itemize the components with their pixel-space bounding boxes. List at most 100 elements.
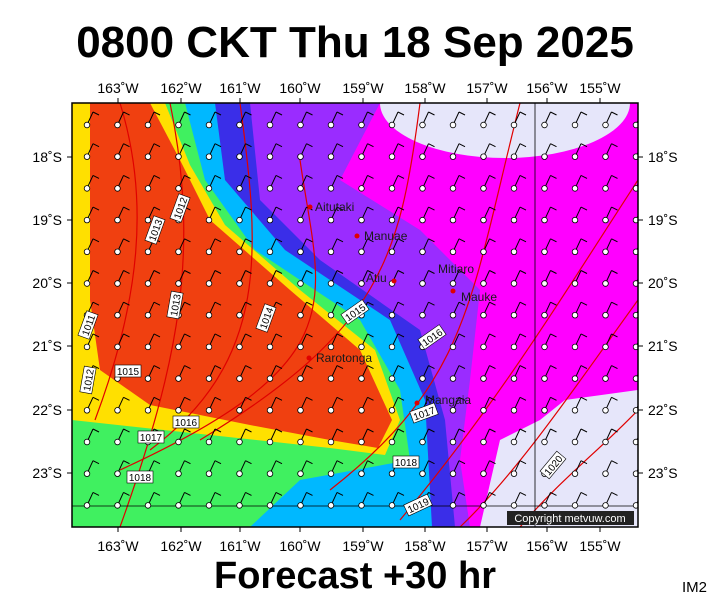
lon-label: 160˚W — [279, 538, 321, 554]
wind-barb — [367, 396, 374, 401]
isobar-label: 1018 — [126, 470, 154, 484]
wind-barb — [458, 428, 466, 433]
wind-station — [541, 216, 548, 224]
wind-barb — [367, 301, 374, 306]
wind-barb — [489, 270, 496, 274]
wind-barb — [611, 365, 618, 370]
lon-label: 158˚W — [404, 538, 446, 554]
wind-barb — [245, 460, 252, 465]
wind-station — [327, 248, 335, 255]
isobar-label-text: 1016 — [175, 418, 198, 429]
wind-barb — [458, 143, 466, 148]
wind-station — [449, 407, 457, 414]
wind-station — [144, 248, 152, 255]
wind-station — [419, 280, 426, 287]
wind-barb — [642, 239, 648, 242]
wind-station — [358, 153, 365, 160]
wind-station — [358, 470, 365, 477]
wind-barb — [580, 301, 588, 306]
wind-station — [449, 121, 457, 129]
wind-station — [541, 153, 548, 160]
wind-station — [144, 216, 152, 224]
wind-barb — [123, 143, 130, 148]
wind-barb — [519, 301, 527, 306]
wind-station — [480, 280, 487, 287]
wind-station — [114, 185, 121, 192]
wind-station — [510, 248, 518, 255]
lat-label: 21˚S — [648, 338, 678, 354]
wind-station — [236, 153, 243, 160]
wind-barb — [397, 111, 405, 116]
isobar-label-box — [409, 402, 439, 424]
wind-station — [297, 343, 304, 351]
wind-barb — [458, 491, 466, 496]
wind-station — [297, 502, 304, 509]
wind-station — [541, 312, 548, 319]
wind-station — [449, 216, 457, 224]
wind-barb — [580, 428, 588, 433]
wind-station — [571, 153, 579, 160]
wind-barb — [184, 365, 191, 370]
wind-station — [297, 153, 304, 160]
wind-station — [449, 248, 457, 255]
wind-barb — [367, 428, 374, 433]
wind-station — [571, 121, 579, 129]
wind-barb — [92, 365, 100, 370]
wind-station — [266, 248, 274, 255]
wind-station — [83, 470, 91, 477]
wind-barb — [92, 238, 100, 243]
wind-station — [419, 248, 426, 255]
wind-barb — [611, 174, 618, 179]
wind-barb — [153, 270, 161, 274]
wind-station — [175, 121, 182, 129]
wind-station — [419, 312, 426, 319]
wind-barb — [611, 428, 618, 433]
field — [72, 103, 648, 527]
isobar-label: 1012 — [79, 365, 97, 395]
wind-barb — [519, 428, 527, 433]
wind-barb — [458, 174, 466, 179]
wind-station — [449, 153, 457, 160]
wind-barb — [519, 365, 527, 370]
wind-station — [602, 280, 609, 287]
wind-barb — [519, 206, 527, 211]
wind-station — [419, 121, 426, 129]
wind-barb — [214, 206, 222, 211]
wind-barb — [611, 143, 618, 148]
wind-barb — [336, 270, 344, 274]
wind-station — [449, 343, 457, 351]
wind-station — [236, 185, 243, 192]
wind-station — [175, 502, 182, 509]
wind-station — [327, 343, 335, 351]
lon-label: 163˚W — [97, 538, 139, 554]
wind-station — [602, 375, 609, 382]
wind-station — [510, 312, 518, 319]
lon-label: 158˚W — [404, 80, 446, 96]
wind-station — [571, 407, 579, 414]
wind-station — [236, 470, 243, 477]
wind-station — [327, 407, 335, 414]
wind-barb — [611, 333, 618, 338]
wind-station — [388, 375, 396, 382]
wind-barb — [397, 301, 405, 306]
wind-station — [83, 153, 91, 160]
wind-barb — [336, 238, 344, 243]
wind-station — [388, 438, 396, 446]
lon-label: 162˚W — [160, 80, 202, 96]
wind-barb — [184, 333, 191, 338]
wind-station — [83, 121, 91, 129]
isobar-label: 1016 — [172, 415, 200, 429]
wind-station — [419, 185, 426, 192]
wind-station — [571, 502, 579, 509]
wind-barb — [489, 238, 496, 243]
wind-barb — [428, 460, 435, 465]
wind-barb — [92, 111, 100, 116]
wind-barb — [336, 333, 344, 338]
lat-label: 20˚S — [648, 275, 678, 291]
wind-station — [114, 121, 121, 129]
wind-barb — [336, 143, 344, 148]
wind-station — [510, 121, 518, 129]
place-label: Mauke — [461, 290, 497, 304]
wind-barb — [92, 143, 100, 148]
wind-barb — [123, 428, 130, 433]
